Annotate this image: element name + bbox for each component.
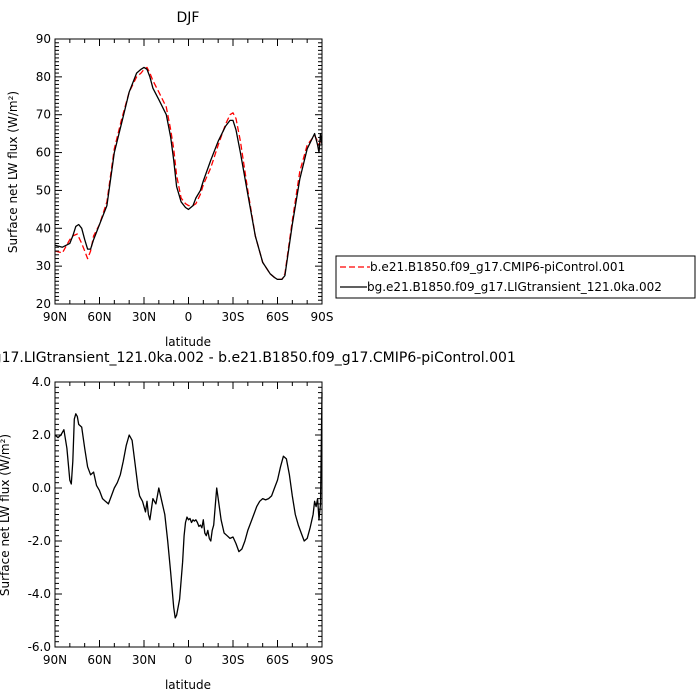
x-tick-label: 60S xyxy=(266,310,289,324)
bottom-x-axis-title: latitude xyxy=(165,678,211,692)
legend-frame xyxy=(335,255,696,299)
x-tick-label: 90N xyxy=(43,310,67,324)
y-tick-label: -4.0 xyxy=(28,587,51,601)
x-tick-label: 0 xyxy=(185,310,193,324)
legend: b.e21.B1850.f09_g17.CMIP6-piControl.001 … xyxy=(335,255,696,299)
x-tick-label: 90S xyxy=(311,653,334,667)
x-tick-label: 60N xyxy=(87,310,111,324)
x-tick-label: 90N xyxy=(43,653,67,667)
bottom-y-axis-title: Surface net LW flux (W/m²) xyxy=(0,434,12,596)
bottom-panel: bg.e21.B1850.f09_g17.LIGtransient_121.0k… xyxy=(0,350,516,692)
x-tick-label: 30S xyxy=(222,653,245,667)
x-tick-label: 90S xyxy=(311,310,334,324)
top-panel: DJF 90N 60N 30N 0 30S 60S 90S2030405060708090 … xyxy=(6,10,333,349)
y-tick-label: 80 xyxy=(36,70,51,84)
top-y-axis-title: Surface net LW flux (W/m²) xyxy=(6,91,20,253)
top-x-axis-title: latitude xyxy=(165,335,211,349)
x-tick-label: 0 xyxy=(185,653,193,667)
y-tick-label: 40 xyxy=(36,221,51,235)
y-tick-label: -6.0 xyxy=(28,640,51,654)
bottom-series-group xyxy=(54,392,323,619)
y-tick-label: 60 xyxy=(36,146,51,160)
series-line-2-1 xyxy=(54,392,323,619)
top-plot-frame xyxy=(54,38,323,305)
y-tick-label: 20 xyxy=(36,297,51,311)
bottom-ticks-group: 90N 60N 30N 0 30S 60S 90S -6.0 -4.0 -2.0 0.0 2.0 4.0 xyxy=(28,375,334,667)
y-tick-label: 2.0 xyxy=(32,428,51,442)
y-tick-label: 4.0 xyxy=(32,375,51,389)
series-line-1-1 xyxy=(54,66,323,281)
x-tick-label: 30N xyxy=(132,310,156,324)
top-ticks-group: 90N 60N 30N 0 30S 60S 90S 20 30 40 50 60 70 80 90 xyxy=(36,32,334,324)
bottom-panel-title: bg.e21.B1850.f09_g17.LIGtransient_121.0k… xyxy=(0,350,516,366)
series-line-1-2 xyxy=(54,66,323,281)
top-panel-title: DJF xyxy=(177,10,200,26)
x-tick-label: 60S xyxy=(266,653,289,667)
y-tick-label: 50 xyxy=(36,183,51,197)
top-series-group xyxy=(54,66,323,281)
y-tick-label: 0.0 xyxy=(32,481,51,495)
y-tick-label: -2.0 xyxy=(28,534,51,548)
y-tick-label: 70 xyxy=(36,108,51,122)
x-tick-label: 30S xyxy=(222,310,245,324)
legend-label-series-2: bg.e21.B1850.f09_g17.LIGtransient_121.0k… xyxy=(367,280,662,294)
x-tick-label: 60N xyxy=(87,653,111,667)
y-tick-label: 90 xyxy=(36,32,51,46)
y-tick-label: 30 xyxy=(36,259,51,273)
legend-label-series-1: b.e21.B1850.f09_g17.CMIP6-piControl.001 xyxy=(370,260,625,274)
bottom-plot-frame xyxy=(54,381,323,648)
x-tick-label: 30N xyxy=(132,653,156,667)
